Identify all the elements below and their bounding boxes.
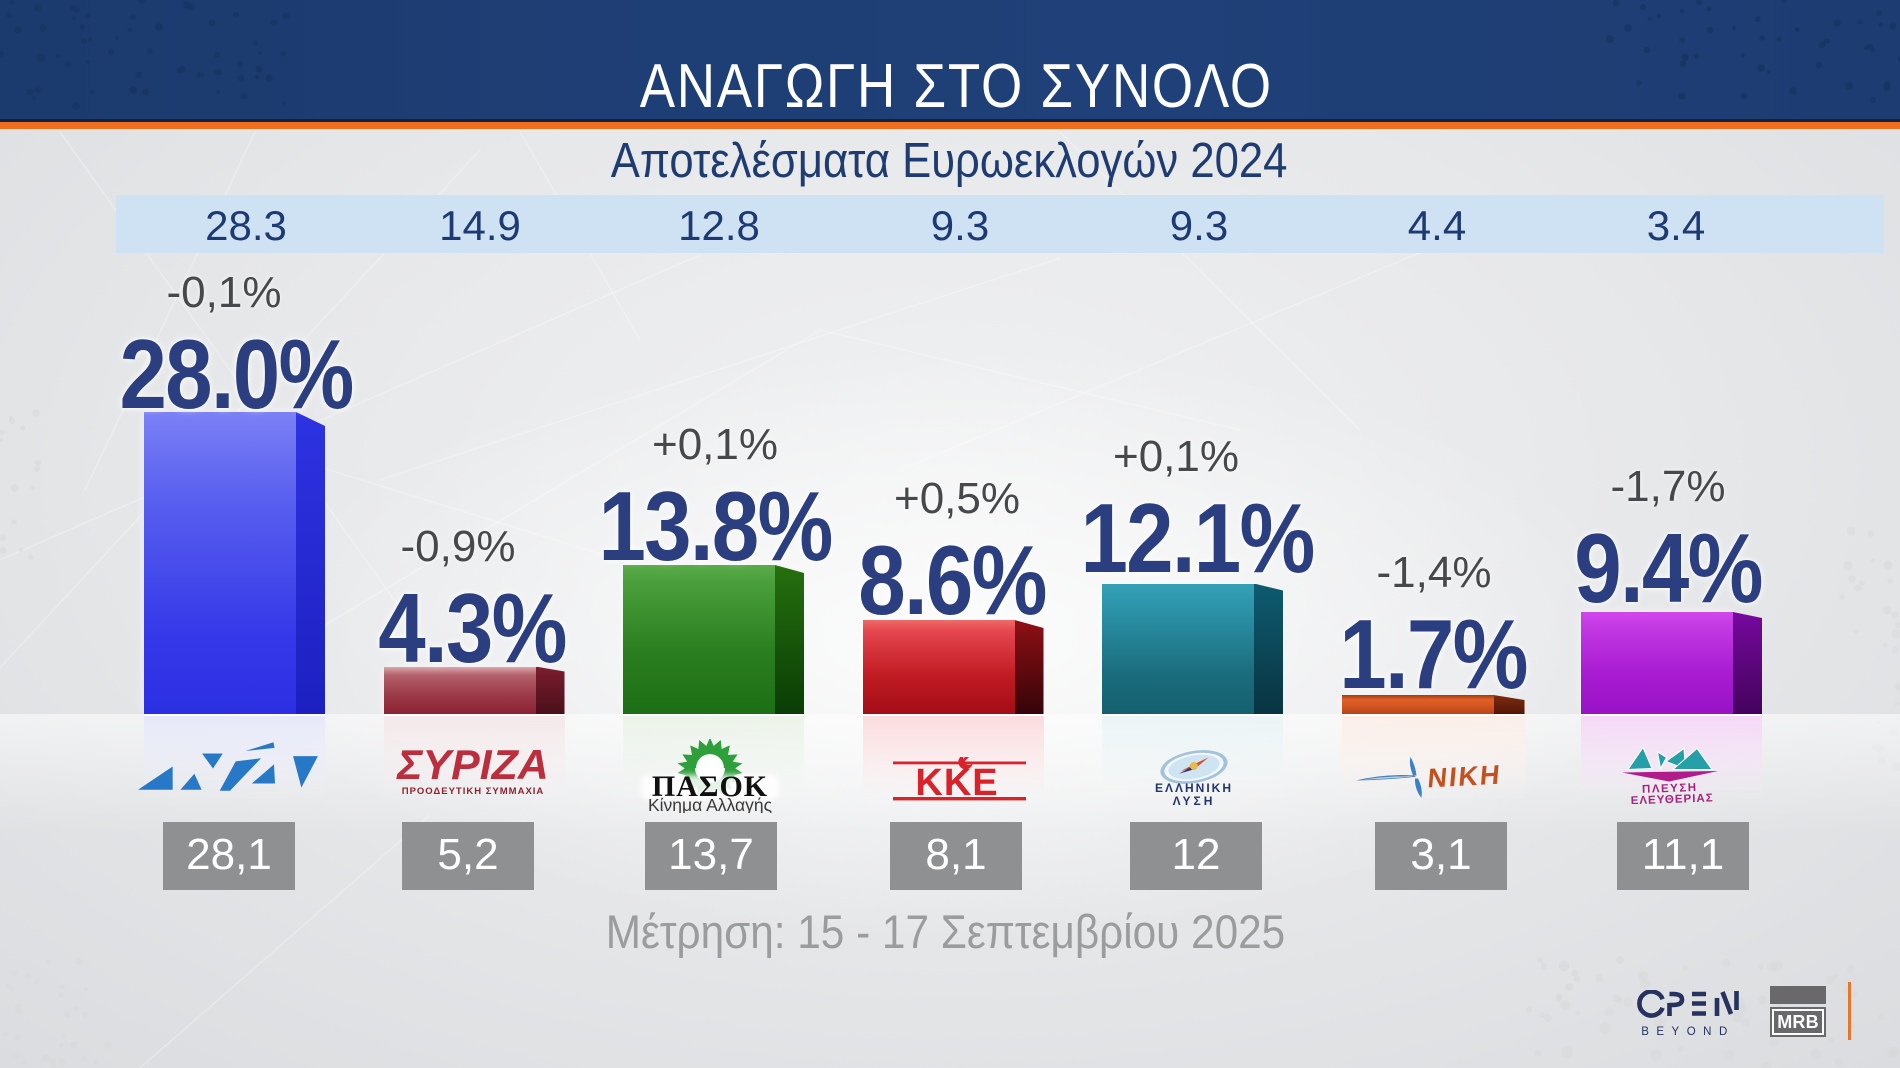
svg-text:BEYOND: BEYOND [1641,1026,1735,1038]
svg-text:ΕΛΛΗΝΙΚΗ: ΕΛΛΗΝΙΚΗ [1155,781,1233,795]
svg-text:NIKH: NIKH [1426,759,1503,794]
svg-text:ΕΛΕΥΘΕΡΙΑΣ: ΕΛΕΥΘΕΡΙΑΣ [1631,792,1714,804]
svg-text:KKE: KKE [915,762,998,803]
svg-text:ΠΑΣΟΚ: ΠΑΣΟΚ [652,770,768,803]
svg-text:Κίνημα Αλλαγής: Κίνημα Αλλαγής [648,795,772,813]
svg-text:ΛΥΣΗ: ΛΥΣΗ [1173,794,1216,808]
svg-text:ΠΛΕΥΣΗ: ΠΛΕΥΣΗ [1642,782,1698,796]
